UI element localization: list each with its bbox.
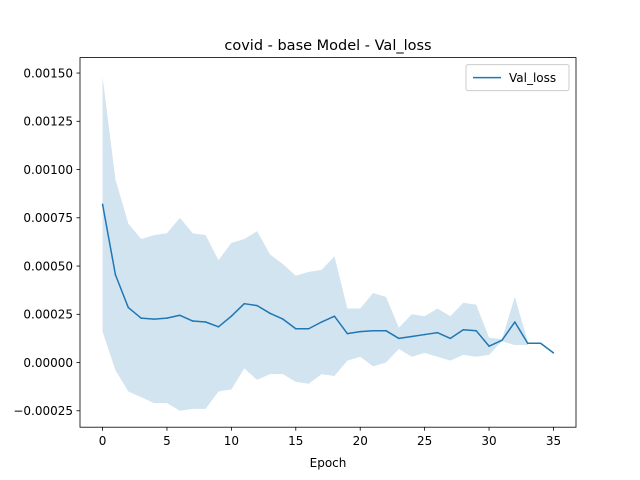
series-band-0 xyxy=(102,76,528,411)
series-point-0-10 xyxy=(230,315,233,317)
series-point-0-11 xyxy=(243,302,246,305)
series-point-0-21 xyxy=(372,329,374,332)
series-point-0-31 xyxy=(501,339,503,342)
chart-title: covid - base Model - Val_loss xyxy=(224,38,431,54)
series-point-0-12 xyxy=(256,304,258,307)
series-point-0-35 xyxy=(552,352,555,354)
series-point-0-28 xyxy=(462,328,465,331)
y-tick-label: 0.00050 xyxy=(23,259,73,273)
y-tick-label: −0.00025 xyxy=(13,404,73,418)
series-point-0-8 xyxy=(204,321,207,323)
plot-area xyxy=(101,76,555,411)
x-tick-label: 10 xyxy=(224,434,239,448)
x-tick-label: 20 xyxy=(353,434,368,448)
x-tick-label: 15 xyxy=(288,434,303,448)
series-point-0-27 xyxy=(449,337,452,340)
series-point-0-20 xyxy=(359,330,361,333)
series-point-0-9 xyxy=(217,326,220,328)
series-point-0-18 xyxy=(333,315,336,317)
legend-box xyxy=(465,64,570,92)
series-point-0-25 xyxy=(423,333,426,336)
series-line-0 xyxy=(101,204,554,354)
series-point-0-2 xyxy=(127,306,130,309)
series-point-0-14 xyxy=(282,318,284,320)
y-tick-label: 0.00000 xyxy=(23,356,73,370)
y-tick-label: 0.00025 xyxy=(23,308,73,322)
series-point-0-19 xyxy=(346,332,349,335)
series-point-0-26 xyxy=(436,331,439,334)
series-point-0-4 xyxy=(153,318,155,320)
series-point-0-15 xyxy=(295,328,297,330)
y-tick-label: 0.00100 xyxy=(23,163,73,177)
axis-ticks: 0 5 10 15 20 25 30 35 −0.00025 0.00000 0.00025 0.00… xyxy=(13,66,561,448)
series-point-0-17 xyxy=(320,321,323,323)
series-point-0-30 xyxy=(488,345,490,347)
series-point-0-6 xyxy=(179,314,181,317)
series-point-0-7 xyxy=(191,320,194,322)
y-tick-label: 0.00125 xyxy=(23,115,73,129)
series-point-0-22 xyxy=(385,329,387,332)
x-tick-label: 25 xyxy=(417,434,432,448)
series-point-0-3 xyxy=(140,317,142,319)
series-point-0-13 xyxy=(269,312,271,315)
x-tick-label: 35 xyxy=(546,434,561,448)
x-tick-label: 5 xyxy=(163,434,171,448)
legend-label-val-loss: Val_loss xyxy=(509,71,556,85)
series-point-0-23 xyxy=(398,337,400,340)
series-point-0-29 xyxy=(475,329,477,332)
series-point-0-24 xyxy=(410,335,413,338)
series-point-0-33 xyxy=(526,342,529,344)
series-point-0-16 xyxy=(307,328,310,330)
axes-frame xyxy=(79,57,577,428)
y-tick-label: 0.00150 xyxy=(23,66,73,80)
series-point-0-34 xyxy=(539,342,542,344)
y-tick-label: 0.00075 xyxy=(23,211,73,225)
x-axis-label: Epoch xyxy=(310,456,347,470)
x-tick-label: 30 xyxy=(481,434,496,448)
legend: Val_loss xyxy=(465,64,570,92)
x-tick-label: 0 xyxy=(99,434,107,448)
series-point-0-0 xyxy=(101,203,104,206)
series-point-0-32 xyxy=(514,321,516,323)
series-point-0-1 xyxy=(114,273,117,276)
series-point-0-5 xyxy=(166,317,168,319)
